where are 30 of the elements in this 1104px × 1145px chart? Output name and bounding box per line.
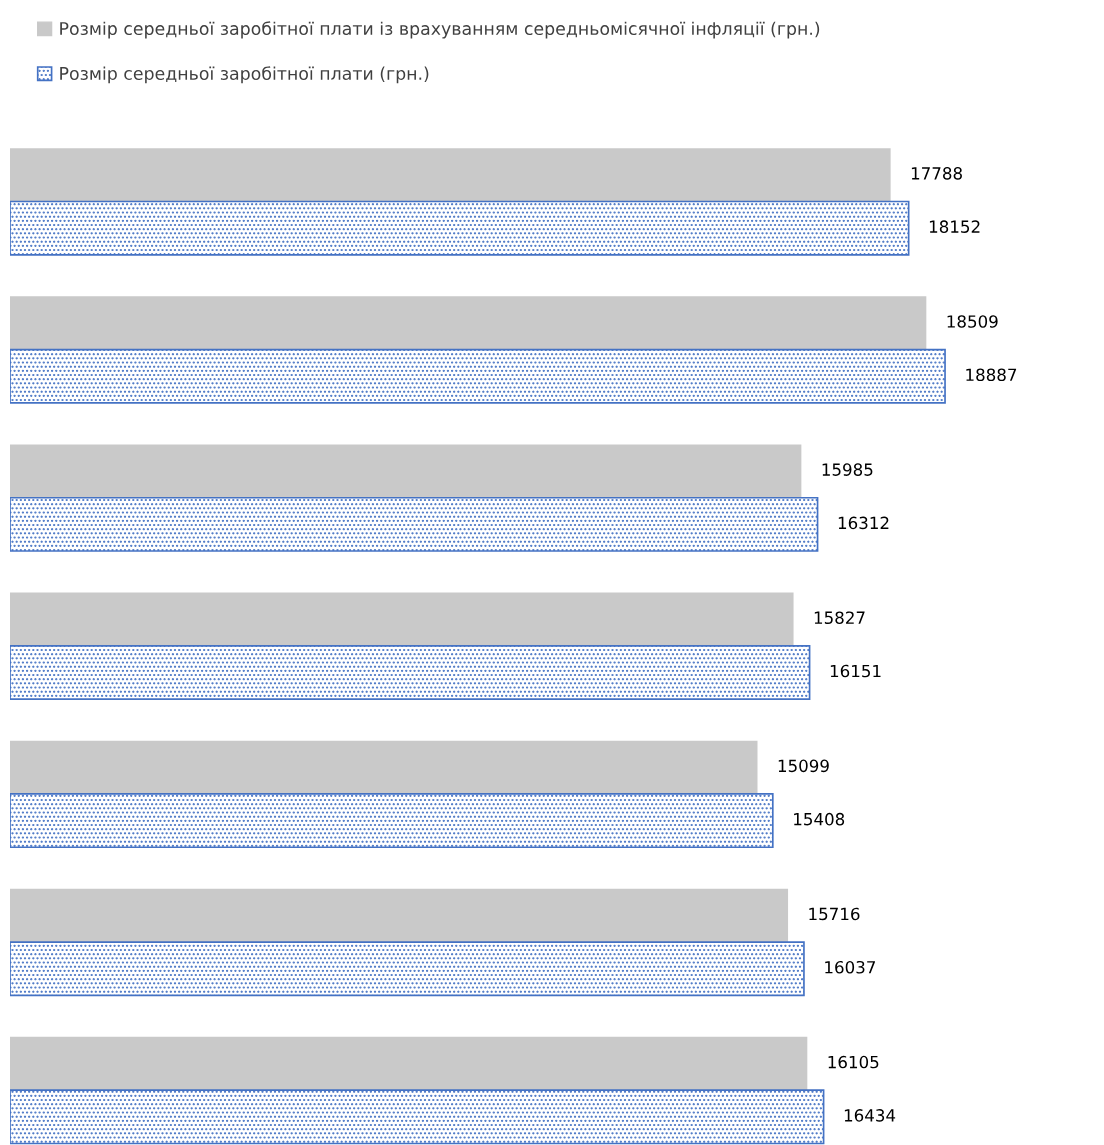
legend-label: Розмір середньої заробітної плати із врахуванням середньомісячної інфляції (грн.) <box>60 21 820 39</box>
data-label: 16037 <box>825 960 875 974</box>
bar <box>10 200 910 256</box>
bar <box>10 444 802 498</box>
data-label: 18887 <box>966 368 1017 382</box>
data-label: 15099 <box>778 759 829 773</box>
data-label: 16151 <box>830 664 881 678</box>
bar <box>10 888 789 943</box>
data-label: 15408 <box>794 812 845 826</box>
bar <box>10 148 891 202</box>
data-label: 16434 <box>844 1109 896 1122</box>
data-label: 18509 <box>947 315 998 328</box>
bar <box>10 793 774 849</box>
bar <box>10 1089 825 1145</box>
bar <box>10 644 811 700</box>
data-label: 15827 <box>814 611 865 625</box>
bar <box>10 1036 808 1091</box>
data-label: 17788 <box>911 167 962 180</box>
bar <box>10 592 794 646</box>
bar <box>10 296 927 350</box>
data-label: 16105 <box>828 1055 879 1069</box>
bar <box>10 941 805 997</box>
bar <box>10 496 819 552</box>
data-label: 16312 <box>838 516 889 530</box>
data-label: 18152 <box>929 220 980 233</box>
bar <box>10 740 758 794</box>
data-label: 15985 <box>822 463 873 476</box>
legend-label: Розмір середньої заробітної плати (грн.) <box>60 66 429 84</box>
bar <box>10 348 946 404</box>
data-label: 15716 <box>809 907 860 921</box>
